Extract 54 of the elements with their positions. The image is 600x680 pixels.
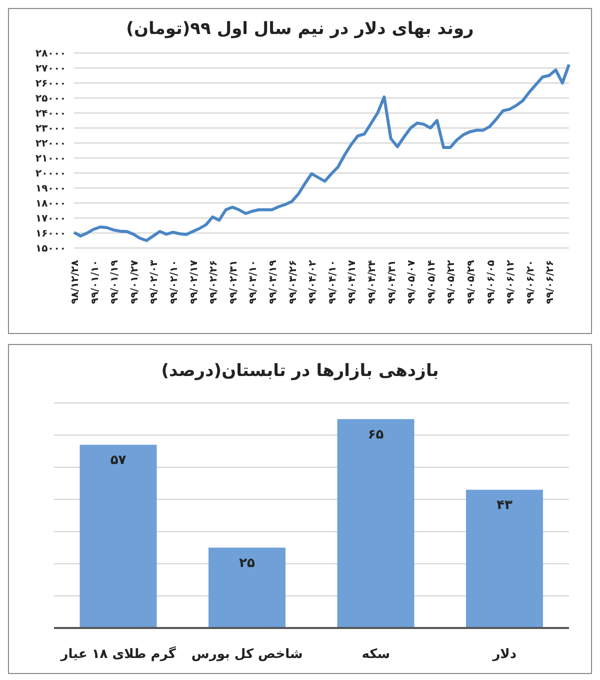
x-tick-label: ۹۹/۰۵/۲۲: [446, 260, 458, 304]
x-tick-label: گرم طلای ۱۸ عیار: [60, 646, 176, 662]
x-tick-label: ۹۹/۰۲/۱۷: [188, 260, 200, 304]
x-tick-label: ۹۹/۰۲/۰۳: [149, 260, 160, 304]
y-tick-label: ۲۵۰۰۰: [35, 94, 66, 105]
y-tick-label: ۱۸۰۰۰: [35, 198, 66, 210]
x-tick-label: ۹۹/۰۴/۰۲: [308, 260, 319, 304]
x-tick-label: ۹۹/۰۴/۱۷: [347, 260, 358, 304]
x-tick-label: ۹۹/۰۳/۱۹: [268, 260, 279, 304]
x-tick-label: ۹۹/۰۴/۱۰: [327, 260, 338, 304]
x-tick-label: ۹۹/۰۲/۳۱: [228, 260, 240, 304]
bar: [466, 490, 543, 628]
x-tick-label: ۹۹/۰۳/۱۰: [248, 260, 260, 304]
data-label: ۴۳: [496, 498, 512, 514]
y-tick-label: ۱۶۰۰۰: [35, 228, 66, 240]
y-tick-label: ۱۷۰۰۰: [35, 214, 66, 225]
y-tick-label: ۲۱۰۰۰: [35, 154, 66, 165]
y-tick-label: ۲۷۰۰۰: [35, 64, 66, 75]
y-tick-label: ۲۴۰۰۰: [35, 108, 66, 120]
data-label: ۶۵: [368, 427, 384, 442]
x-tick-label: سکه: [362, 647, 390, 662]
x-tick-label: ۹۹/۰۵/۰۷: [406, 260, 418, 304]
x-tick-label: ۹۹/۰۵/۱۴: [426, 260, 438, 304]
x-tick-label: ۹۹/۰۴/۳۱: [386, 260, 398, 304]
x-tick-label: ۹۹/۰۱/۱۰: [90, 260, 101, 304]
x-tick-label: ۹۹/۰۲/۲۶: [208, 260, 220, 304]
data-label: ۲۵: [239, 556, 255, 571]
x-tick-label: ۹۹/۰۶/۲۰: [525, 260, 536, 304]
x-tick-label: دلار: [492, 647, 517, 662]
x-tick-label: شاخص کل بورس: [191, 647, 303, 662]
x-tick-label: ۹۹/۰۶/۰۵: [486, 260, 497, 304]
x-tick-label: ۹۹/۰۱/۱۹: [110, 260, 121, 304]
y-tick-label: ۲۶۰۰۰: [35, 78, 66, 90]
x-tick-label: ۹۹/۰۵/۲۹: [466, 260, 477, 304]
x-tick-label: ۹۹/۰۴/۲۴: [367, 260, 378, 304]
bar: [337, 419, 414, 628]
chart-title: روند بهای دلار در نیم سال اول ۹۹(تومان): [125, 18, 475, 41]
x-tick-label: ۹۹/۰۳/۲۶: [288, 260, 299, 304]
x-tick-label: ۹۹/۰۶/۱۲: [506, 260, 517, 304]
bar: [80, 444, 157, 628]
x-tick-label: ۹۹/۰۲/۱۰: [169, 260, 180, 304]
x-tick-label: ۹۹/۰۶/۲۶: [545, 260, 556, 304]
y-tick-label: ۱۵۰۰۰: [35, 244, 66, 255]
y-tick-label: ۱۹۰۰۰: [35, 184, 66, 195]
line-series: [72, 63, 570, 242]
y-tick-label: ۲۲۰۰۰: [35, 138, 66, 150]
data-label: ۵۷: [110, 453, 126, 468]
x-tick-label: ۹۹/۰۱/۲۷: [129, 260, 140, 304]
y-tick-label: ۲۰۰۰۰: [35, 168, 66, 180]
chart-title: بازدهی بازارها در تابستان(درصد): [160, 360, 440, 383]
y-tick-label: ۲۸۰۰۰: [35, 48, 66, 60]
x-tick-label: ۹۸/۱۲/۲۸: [70, 260, 81, 304]
y-tick-label: ۲۳۰۰۰: [35, 124, 66, 135]
bar: [208, 548, 286, 628]
